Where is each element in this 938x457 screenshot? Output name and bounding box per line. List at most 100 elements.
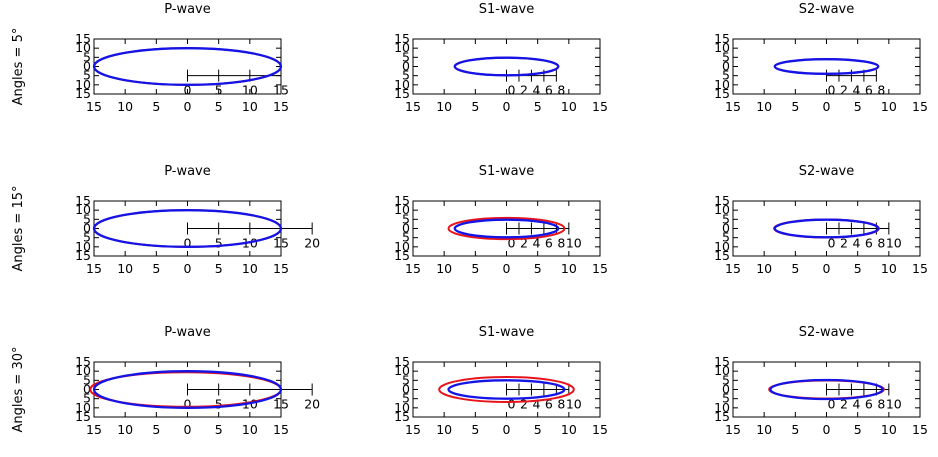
x-tick-label: 10 <box>561 422 577 437</box>
x-tick-label: 15 <box>405 99 421 114</box>
x-tick-label: 5 <box>534 99 542 114</box>
y-tick-label: 10 <box>394 363 410 378</box>
scale-bar-label: 6 <box>545 83 553 98</box>
y-tick-label: 5 <box>722 372 730 387</box>
scale-bar-label: 2 <box>840 236 848 251</box>
y-tick-label: 10 <box>394 400 410 415</box>
scale-bar-label: 15 <box>273 397 289 412</box>
x-tick-label: 5 <box>534 261 542 276</box>
scale-bar-label: 20 <box>304 236 320 251</box>
scale-bar-label: 2 <box>840 83 848 98</box>
x-tick-label: 0 <box>823 99 831 114</box>
scale-bar-label: 15 <box>273 236 289 251</box>
y-tick-label: 5 <box>83 49 91 64</box>
y-tick-label: 0 <box>83 382 91 397</box>
scale-bar-label: 8 <box>877 236 885 251</box>
x-tick-label: 10 <box>242 422 258 437</box>
scale-bar-label: 4 <box>532 236 540 251</box>
scale-bar-label: 4 <box>852 236 860 251</box>
subplot-title: S1-wave <box>479 325 535 340</box>
scale-bar-label: 0 <box>184 397 192 412</box>
series-red-ellipse <box>438 376 575 403</box>
y-tick-label: 10 <box>714 40 730 55</box>
y-tick-label: 15 <box>75 31 91 46</box>
x-tick-label: 15 <box>912 422 928 437</box>
x-tick-label: 5 <box>791 99 799 114</box>
x-tick-label: 5 <box>854 261 862 276</box>
x-tick-label: 0 <box>823 261 831 276</box>
x-tick-label: 5 <box>215 99 223 114</box>
series-blue-ellipse <box>92 209 283 248</box>
scale-bar-label: 10 <box>886 397 902 412</box>
y-tick-label: 10 <box>75 40 91 55</box>
scale-bar-label: 5 <box>215 83 223 98</box>
scale-bar-label: 0 <box>828 236 836 251</box>
scale-bar-label: 15 <box>273 83 289 98</box>
y-tick-label: 15 <box>75 354 91 369</box>
scale-bar-label: 4 <box>852 83 860 98</box>
scale-bar-label: 0 <box>508 83 516 98</box>
row-label: Angles = 5° <box>11 28 26 106</box>
x-tick-label: 5 <box>471 261 479 276</box>
x-tick-label: 15 <box>725 422 741 437</box>
y-tick-label: 15 <box>394 354 410 369</box>
x-tick-label: 10 <box>756 422 772 437</box>
scale-bar-label: 6 <box>865 236 873 251</box>
x-tick-label: 15 <box>405 422 421 437</box>
x-tick-label: 0 <box>184 422 192 437</box>
x-tick-label: 0 <box>184 99 192 114</box>
y-tick-label: 10 <box>394 40 410 55</box>
scale-bar-label: 4 <box>532 397 540 412</box>
x-tick-label: 10 <box>756 99 772 114</box>
subplot-title: P-wave <box>164 2 211 17</box>
row-label: Angles = 15° <box>11 186 26 272</box>
y-tick-label: 5 <box>722 211 730 226</box>
x-tick-label: 0 <box>503 261 511 276</box>
subplot-title: S1-wave <box>479 164 535 179</box>
x-tick-label: 15 <box>912 99 928 114</box>
x-tick-label: 5 <box>215 422 223 437</box>
series-blue-ellipse <box>773 218 880 239</box>
scale-bar-label: 20 <box>304 397 320 412</box>
y-tick-label: 5 <box>722 49 730 64</box>
series-blue-ellipse <box>773 58 880 75</box>
scale-bar-label: 8 <box>877 83 885 98</box>
scale-bar-label: 6 <box>865 83 873 98</box>
y-tick-label: 10 <box>394 202 410 217</box>
x-tick-label: 10 <box>561 261 577 276</box>
x-tick-label: 5 <box>791 422 799 437</box>
scale-bar-label: 8 <box>557 397 565 412</box>
scale-bar-label: 8 <box>877 397 885 412</box>
series-blue-ellipse <box>453 56 560 77</box>
x-tick-label: 10 <box>242 99 258 114</box>
y-tick-label: 0 <box>722 382 730 397</box>
y-tick-label: 15 <box>714 193 730 208</box>
series-blue-ellipse <box>92 370 283 409</box>
subplot-title: P-wave <box>164 164 211 179</box>
x-tick-label: 15 <box>273 422 289 437</box>
x-tick-label: 10 <box>242 261 258 276</box>
x-tick-label: 15 <box>405 261 421 276</box>
y-tick-label: 5 <box>722 391 730 406</box>
y-tick-label: 0 <box>83 59 91 74</box>
y-tick-label: 15 <box>714 86 730 101</box>
scale-bar-label: 0 <box>508 397 516 412</box>
y-tick-label: 5 <box>402 391 410 406</box>
x-tick-label: 10 <box>881 422 897 437</box>
x-tick-label: 5 <box>534 422 542 437</box>
y-tick-label: 5 <box>83 68 91 83</box>
x-tick-label: 0 <box>823 422 831 437</box>
y-tick-label: 5 <box>402 230 410 245</box>
x-tick-label: 0 <box>184 261 192 276</box>
scale-bar-label: 6 <box>545 236 553 251</box>
y-tick-label: 15 <box>714 248 730 263</box>
x-tick-label: 10 <box>756 261 772 276</box>
x-tick-label: 15 <box>592 99 608 114</box>
x-tick-label: 15 <box>592 422 608 437</box>
y-tick-label: 0 <box>722 59 730 74</box>
x-tick-label: 15 <box>86 422 102 437</box>
